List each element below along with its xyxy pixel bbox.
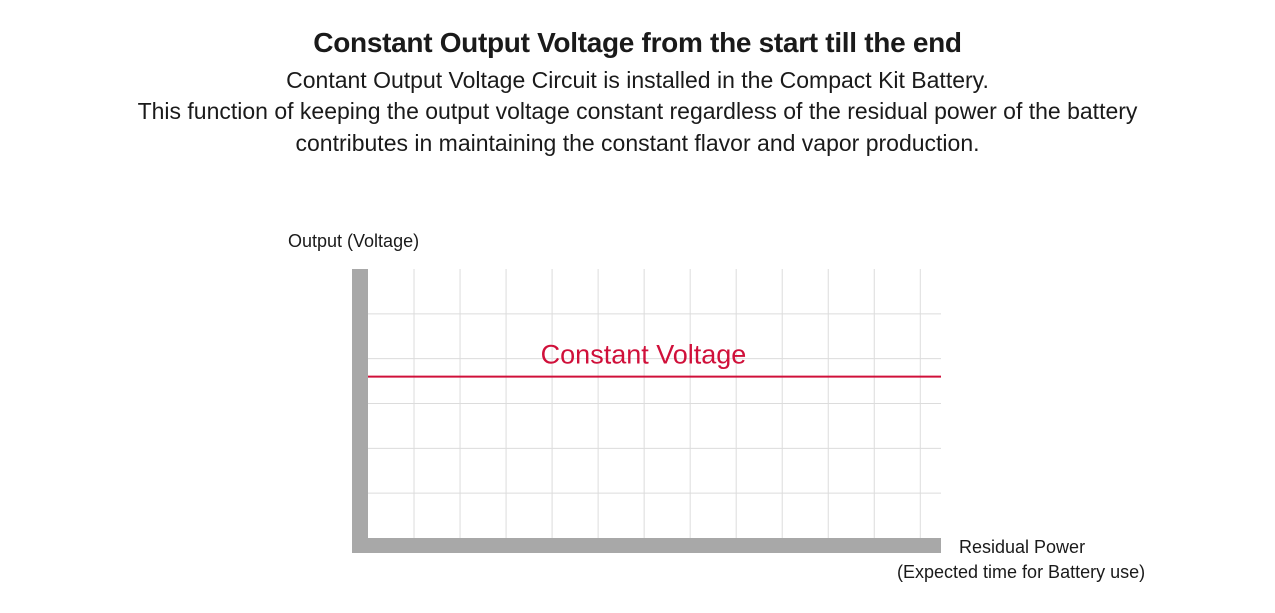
description-line-1: Contant Output Voltage Circuit is instal…	[286, 67, 989, 93]
x-axis-label-line-1: Residual Power	[959, 537, 1085, 557]
x-axis	[352, 538, 941, 553]
series-label: Constant Voltage	[541, 340, 747, 370]
description-line-2: This function of keeping the output volt…	[137, 98, 1138, 124]
page-title: Constant Output Voltage from the start t…	[313, 27, 962, 58]
y-axis-label: Output (Voltage)	[288, 231, 419, 251]
y-axis	[352, 269, 368, 553]
description-line-3: contributes in maintaining the constant …	[295, 130, 980, 156]
x-axis-label-line-2: (Expected time for Battery use)	[897, 562, 1145, 582]
chart-grid	[368, 269, 941, 538]
